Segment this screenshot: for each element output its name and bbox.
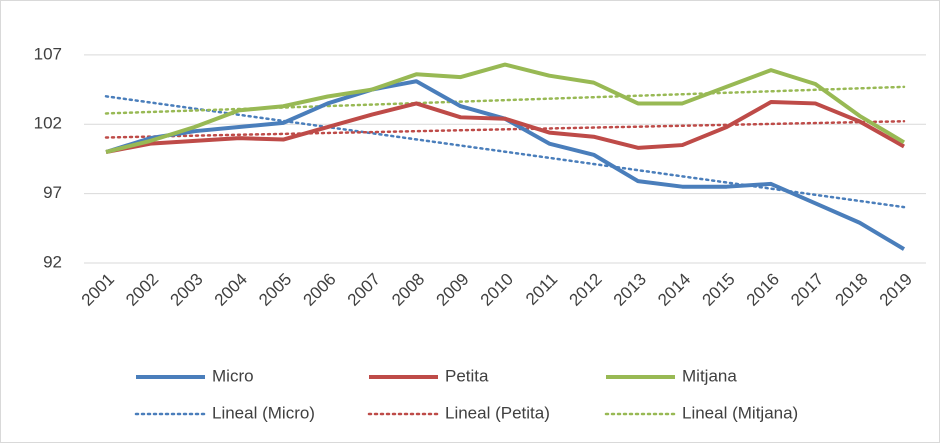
- trendline: [104, 119, 906, 139]
- series-line: [105, 62, 906, 154]
- legend-label: Lineal (Micro): [212, 403, 315, 422]
- y-tick-label: 97: [43, 183, 62, 202]
- series-line: [105, 100, 905, 154]
- legend-label: Petita: [445, 366, 489, 385]
- y-tick-label: 102: [34, 114, 62, 133]
- y-tick-label: 107: [34, 44, 62, 63]
- y-tick-label: 92: [43, 252, 62, 271]
- trendline: [104, 95, 906, 209]
- legend-label: Micro: [212, 366, 254, 385]
- legend-label: Lineal (Petita): [445, 403, 550, 422]
- legend-label: Mitjana: [682, 366, 737, 385]
- legend-label: Lineal (Mitjana): [682, 403, 798, 422]
